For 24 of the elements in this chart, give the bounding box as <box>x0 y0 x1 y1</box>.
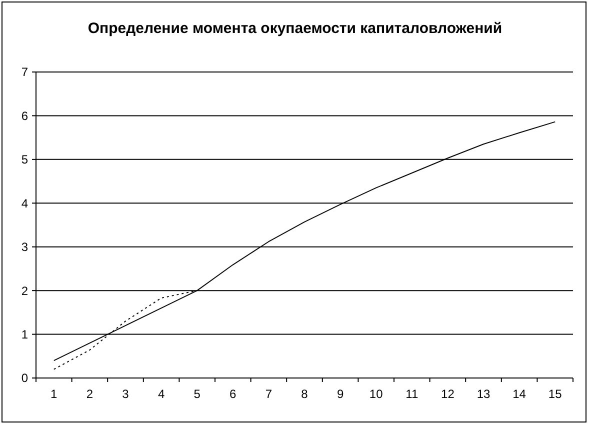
y-tick-label: 5 <box>21 152 28 167</box>
y-tick-label: 3 <box>21 240 28 254</box>
chart-title: Определение момента окупаемости капиталовложений <box>88 20 502 37</box>
y-tick-label: 4 <box>21 196 28 210</box>
y-tick-label: 6 <box>21 108 28 123</box>
y-tick-label: 0 <box>21 371 28 386</box>
x-tick-label: 10 <box>369 387 384 401</box>
x-tick-label: 2 <box>86 387 94 401</box>
y-tick-label: 2 <box>21 284 28 298</box>
x-tick-label: 12 <box>441 387 455 401</box>
x-tick-label: 11 <box>406 387 418 401</box>
x-tick-label: 15 <box>548 387 562 401</box>
x-tick-label: 5 <box>194 387 201 401</box>
x-tick-label: 8 <box>301 387 308 401</box>
x-tick-label: 9 <box>336 387 344 401</box>
x-tick-label: 14 <box>512 387 526 401</box>
x-tick-label: 4 <box>158 387 165 401</box>
x-tick-label: 3 <box>122 387 130 401</box>
x-tick-label: 7 <box>265 387 272 401</box>
y-tick-label: 7 <box>21 65 28 80</box>
x-tick-label: 13 <box>476 387 490 401</box>
y-tick-label: 1 <box>21 327 28 342</box>
x-tick-label: 1 <box>50 387 58 401</box>
x-tick-label: 6 <box>230 387 237 401</box>
